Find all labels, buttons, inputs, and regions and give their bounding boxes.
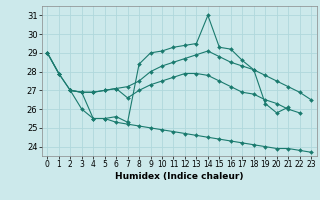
X-axis label: Humidex (Indice chaleur): Humidex (Indice chaleur) — [115, 172, 244, 181]
